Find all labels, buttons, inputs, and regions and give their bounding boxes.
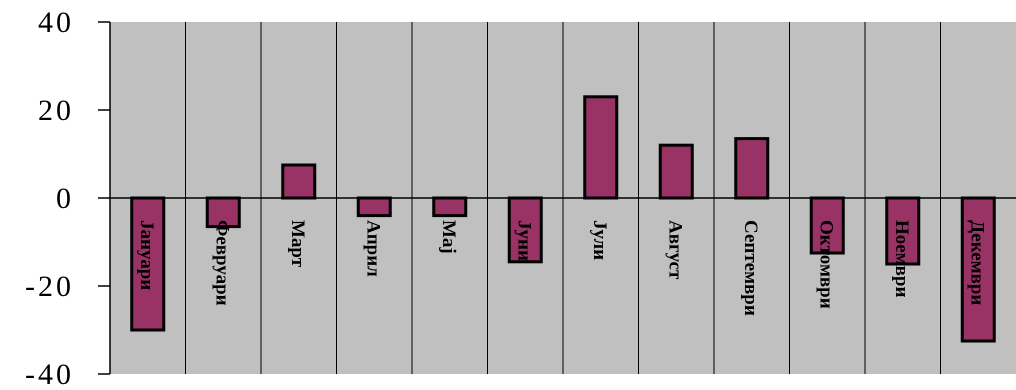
- bar-7: [583, 95, 619, 200]
- bar-11: [885, 196, 921, 266]
- bar-4: [356, 196, 392, 218]
- bar-2: [205, 196, 241, 229]
- category-label: Декември: [966, 220, 987, 305]
- bar-12: [960, 196, 996, 343]
- bar-9: [734, 137, 770, 200]
- bars-group: [130, 95, 996, 343]
- y-tick-label: 0: [56, 182, 74, 215]
- category-label: Јануари: [136, 220, 157, 290]
- category-labels: Јануари Февруари Март Април Мај Јуни Јули Авгус…: [136, 220, 988, 316]
- category-label: Јуни: [513, 220, 534, 261]
- category-label: Август: [664, 220, 685, 280]
- bar-1: [130, 196, 166, 332]
- category-label: Октомври: [815, 220, 836, 309]
- bar-6: [507, 196, 543, 264]
- bar-10: [809, 196, 845, 255]
- category-label: Март: [287, 220, 308, 268]
- bar-3: [281, 163, 317, 200]
- category-label: Февруари: [211, 220, 232, 306]
- category-label: Април: [362, 220, 383, 277]
- category-label: Ноември: [891, 220, 912, 297]
- bar-8: [658, 143, 694, 200]
- category-label: Јули: [589, 220, 610, 260]
- y-tick-label: 40: [38, 6, 74, 39]
- y-tick-label: -20: [25, 270, 74, 303]
- category-label: Септември: [740, 220, 761, 316]
- y-tick-label: 20: [38, 94, 74, 127]
- category-label: Мај: [438, 220, 459, 254]
- y-axis-ticks: 40 20 0 -20 -40: [25, 6, 110, 390]
- bar-5: [432, 196, 468, 218]
- y-tick-label: -40: [25, 358, 74, 390]
